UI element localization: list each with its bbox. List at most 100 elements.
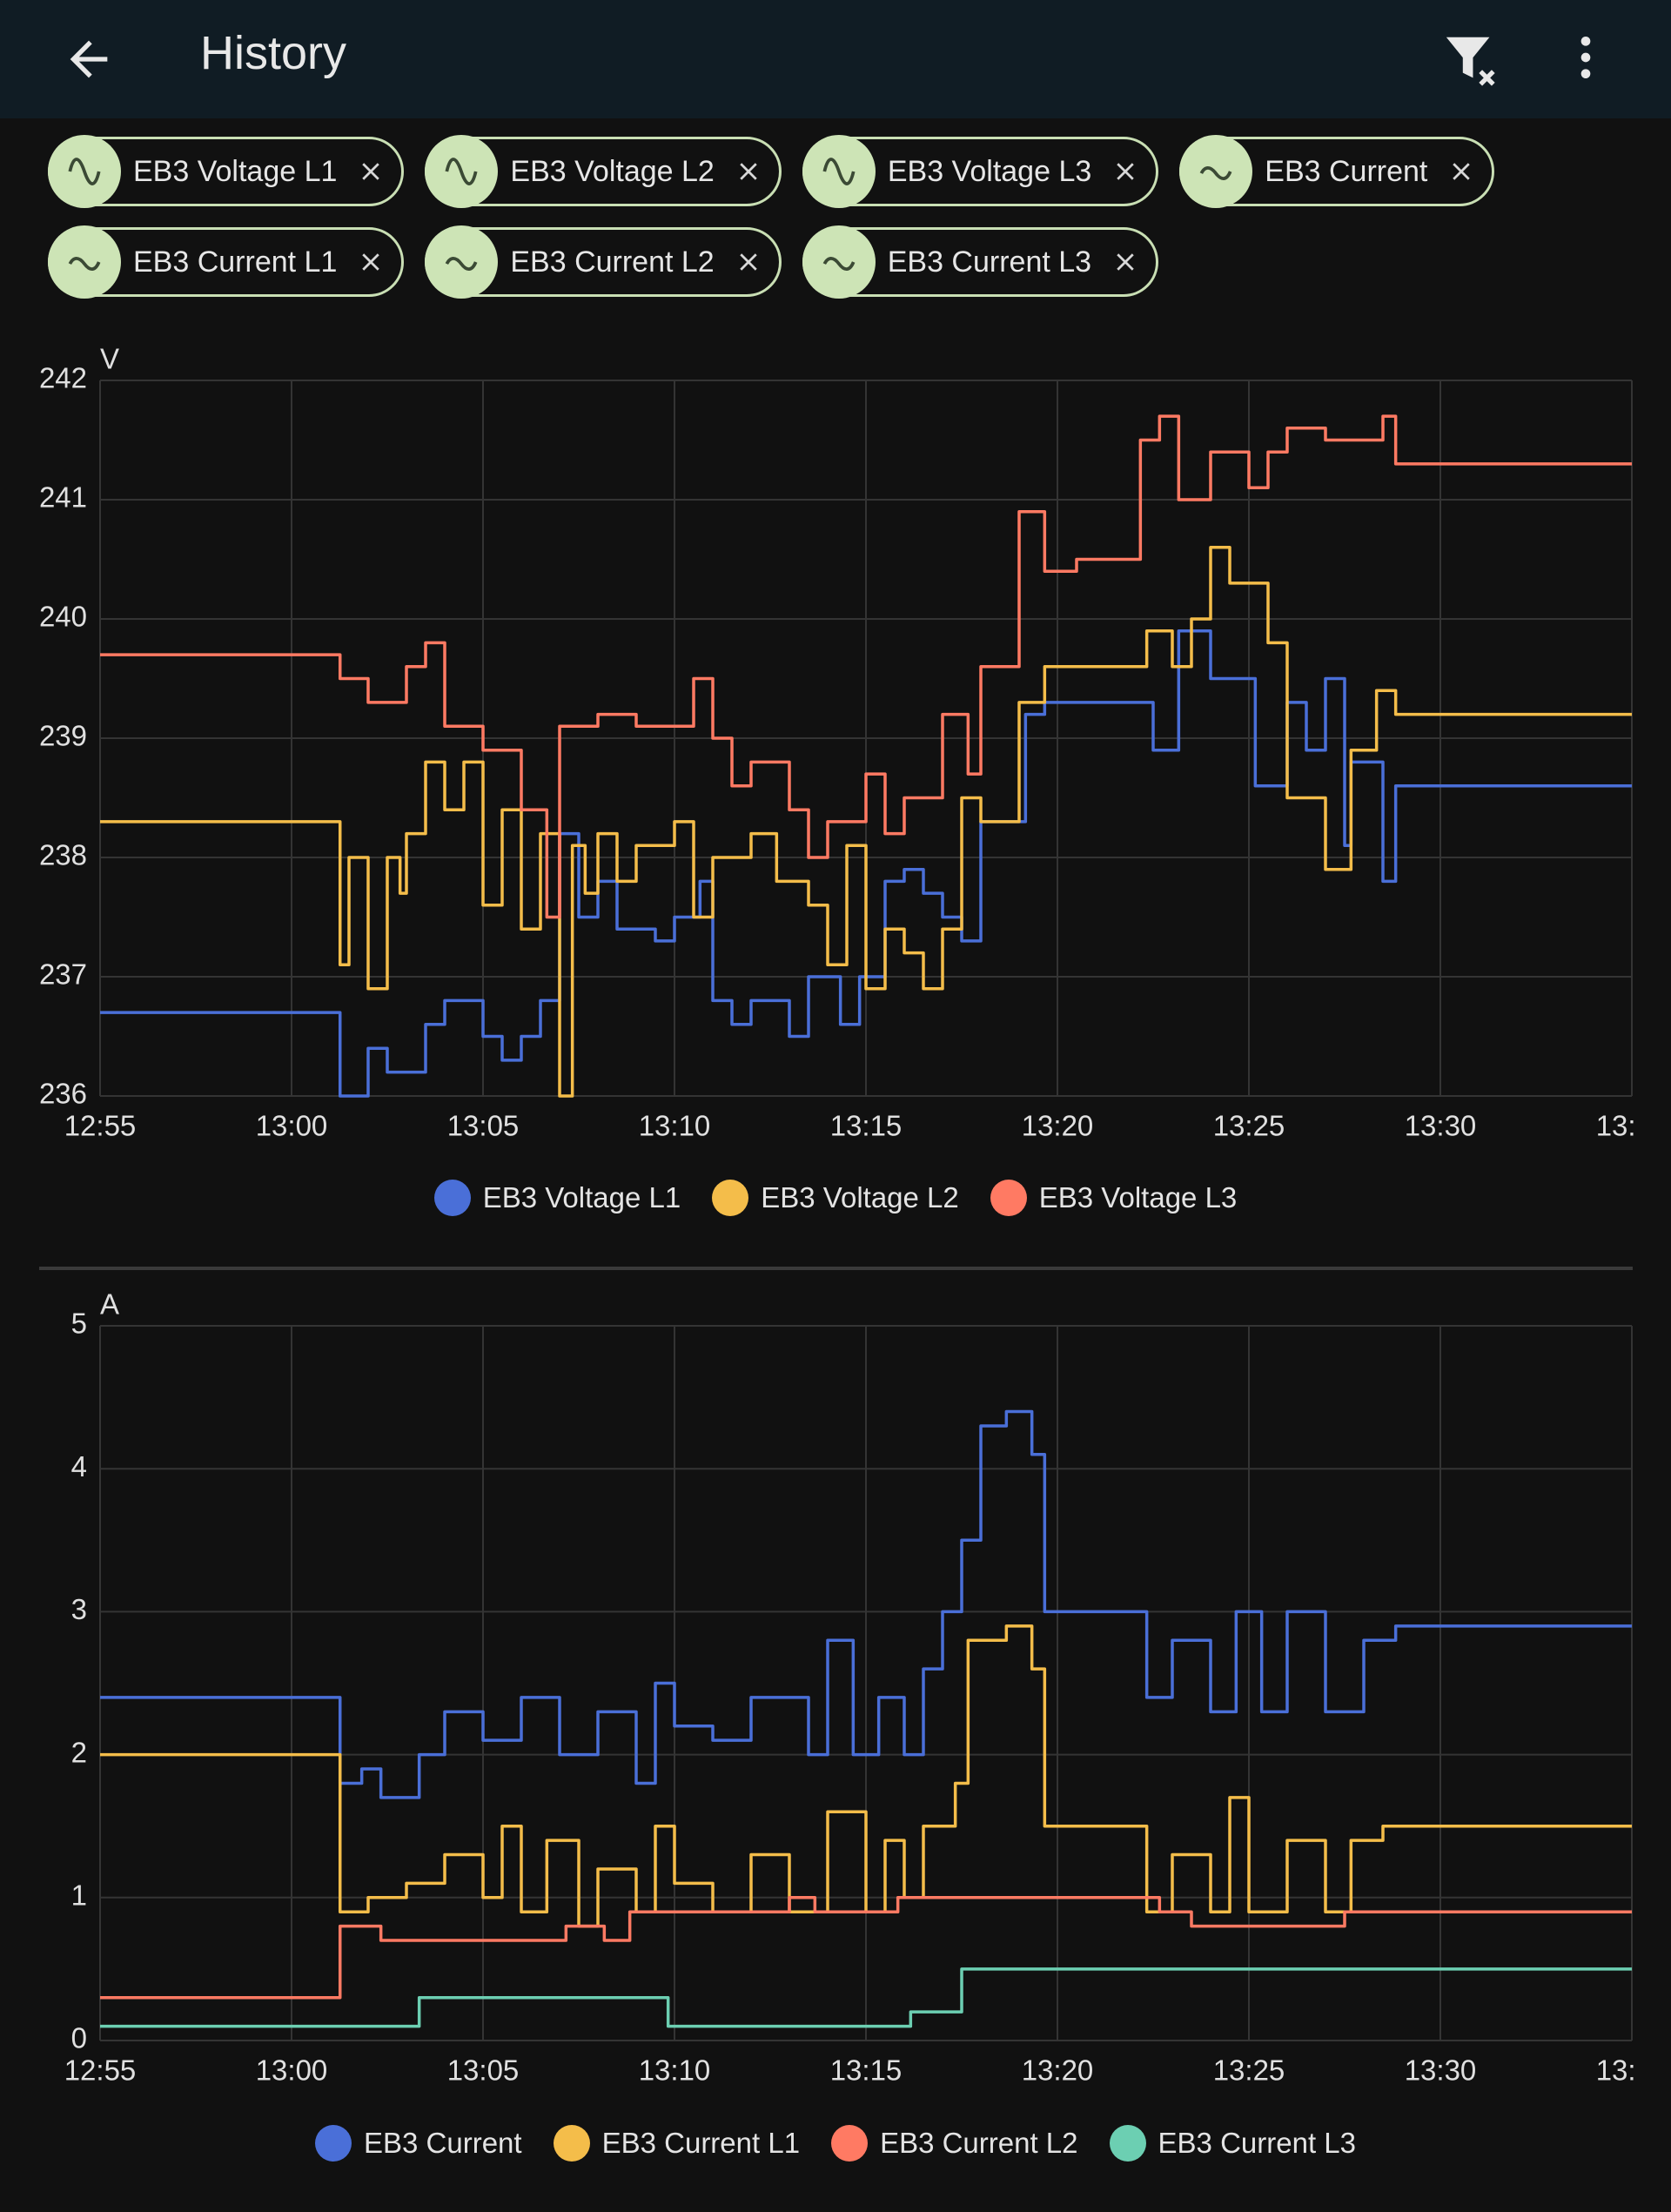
x-tick-label: 13:00 [256, 1110, 328, 1142]
legend-swatch [712, 1180, 749, 1216]
chip-remove[interactable] [1448, 158, 1474, 185]
x-tick-label: 13:00 [256, 2054, 328, 2087]
series-line [100, 1409, 1632, 1799]
y-tick-label: 240 [39, 601, 87, 633]
legend-item[interactable]: EB3 Voltage L1 [433, 1180, 681, 1216]
series-line [100, 629, 1632, 1098]
legend: EB3 Voltage L1 EB3 Voltage L2 EB3 Voltage … [0, 1180, 1671, 1216]
chip-remove[interactable] [735, 158, 762, 185]
x-tick-label: 13:25 [1213, 2054, 1285, 2087]
legend-swatch [1109, 2125, 1146, 2162]
chip-label: EB3 Voltage L3 [887, 154, 1092, 188]
back-button[interactable] [61, 31, 117, 87]
legend-item[interactable]: EB3 Current [315, 2125, 522, 2162]
y-tick-label: 5 [71, 1308, 87, 1340]
y-tick-label: 238 [39, 839, 87, 871]
legend-label: EB3 Current L2 [880, 2127, 1078, 2159]
filter-chip[interactable]: EB3 Current L3 [802, 225, 1159, 299]
x-tick-label: 13:05 [447, 2054, 520, 2087]
series-line [100, 1896, 1632, 2000]
chip-label: EB3 Current L3 [887, 245, 1092, 279]
y-unit: A [100, 1288, 119, 1321]
x-tick-label: 13:15 [830, 2054, 903, 2087]
legend-swatch [553, 2125, 590, 2162]
chip-list: EB3 Voltage L1 EB3 Voltage L2 EB3 Voltage … [48, 135, 1614, 299]
x-tick-label: 13:35 [1596, 1110, 1668, 1142]
filter-chip[interactable]: EB3 Voltage L3 [802, 135, 1159, 208]
app-bar: History [0, 0, 1671, 118]
chip-icon [48, 135, 121, 208]
chip-label: EB3 Current L2 [510, 245, 715, 279]
legend-item[interactable]: EB3 Current L3 [1109, 2125, 1356, 2162]
legend-label: EB3 Current L1 [601, 2127, 801, 2159]
y-tick-label: 1 [71, 1879, 87, 1912]
x-tick-label: 13:15 [830, 1110, 903, 1142]
legend-label: EB3 Voltage L2 [761, 1181, 959, 1214]
x-tick-label: 13:10 [639, 2054, 711, 2087]
legend-item[interactable]: EB3 Current L1 [553, 2125, 801, 2162]
chip-remove[interactable] [1112, 158, 1138, 185]
chip-icon [425, 225, 499, 299]
x-tick-label: 12:55 [64, 1110, 137, 1142]
filter-chip[interactable]: EB3 Voltage L2 [425, 135, 782, 208]
y-tick-label: 4 [71, 1450, 87, 1483]
filter-chip[interactable]: EB3 Voltage L1 [48, 135, 405, 208]
y-tick-label: 2 [71, 1736, 87, 1768]
legend-swatch [990, 1180, 1027, 1216]
chip-icon [425, 135, 499, 208]
chip-label: EB3 Current L1 [133, 245, 338, 279]
legend-swatch [315, 2125, 352, 2162]
y-unit: V [100, 343, 119, 375]
legend-item[interactable]: EB3 Voltage L2 [712, 1180, 959, 1216]
chip-remove[interactable] [358, 158, 384, 185]
clear-filter-button[interactable] [1441, 30, 1502, 91]
y-tick-label: 241 [39, 481, 87, 514]
filter-chip[interactable]: EB3 Current L1 [48, 225, 405, 299]
x-tick-label: 13:30 [1405, 2054, 1477, 2087]
series-line [100, 1967, 1632, 2028]
filter-chip[interactable]: EB3 Current [1179, 135, 1495, 208]
legend-item[interactable]: EB3 Voltage L3 [990, 1180, 1238, 1216]
legend-item[interactable]: EB3 Current L2 [831, 2125, 1078, 2162]
chip-label: EB3 Voltage L2 [510, 154, 715, 188]
legend-swatch [831, 2125, 869, 2162]
chip-remove[interactable] [358, 249, 384, 275]
x-tick-label: 13:05 [447, 1110, 520, 1142]
x-tick-label: 13:20 [1022, 1110, 1094, 1142]
chip-label: EB3 Voltage L1 [133, 154, 338, 188]
y-tick-label: 3 [71, 1593, 87, 1625]
x-tick-label: 13:25 [1213, 1110, 1285, 1142]
x-axis-labels: 12:55 13:00 13:05 13:10 13:15 13:20 13:25 13:30… [64, 2054, 1668, 2087]
chip-remove[interactable] [735, 249, 762, 275]
series-line [100, 414, 1632, 919]
chip-icon [48, 225, 121, 299]
chip-icon [802, 135, 876, 208]
title: History [200, 27, 347, 79]
chip-remove[interactable] [1112, 249, 1138, 275]
chip-label: EB3 Current [1265, 154, 1428, 188]
x-tick-label: 13:20 [1022, 2054, 1094, 2087]
x-tick-label: 13:35 [1596, 2054, 1668, 2087]
legend: EB3 Current EB3 Current L1 EB3 Current L2 E… [0, 2125, 1671, 2162]
series-line [100, 546, 1632, 1098]
legend-label: EB3 Current L3 [1158, 2127, 1356, 2159]
chip-icon [802, 225, 876, 299]
x-tick-label: 13:10 [639, 1110, 711, 1142]
x-tick-label: 13:30 [1405, 1110, 1477, 1142]
x-axis-labels: 12:55 13:00 13:05 13:10 13:15 13:20 13:25 13:30… [64, 1110, 1668, 1142]
legend-swatch [433, 1180, 471, 1216]
y-tick-label: 0 [71, 2022, 87, 2054]
legend-label: EB3 Current [364, 2127, 522, 2159]
filter-chip[interactable]: EB3 Current L2 [425, 225, 782, 299]
x-tick-label: 12:55 [64, 2054, 137, 2087]
series-line [100, 1624, 1632, 1928]
chip-icon [1179, 135, 1253, 208]
y-tick-label: 239 [39, 720, 87, 752]
y-tick-label: 236 [39, 1078, 87, 1110]
legend-label: EB3 Voltage L3 [1038, 1181, 1238, 1214]
y-tick-label: 237 [39, 958, 87, 991]
legend-label: EB3 Voltage L1 [482, 1181, 681, 1214]
menu-button[interactable] [1558, 30, 1614, 85]
